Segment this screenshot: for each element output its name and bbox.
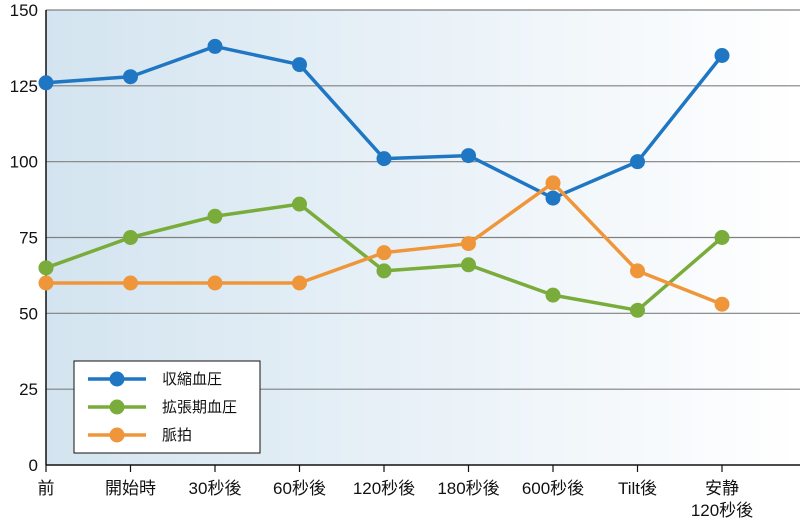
data-point [545,190,561,206]
x-tick-labels: 前 開始時 30秒後 60秒後 120秒後 180秒後 600秒後 Tilt後 安静 120秒後 [38,479,754,520]
y-tick-label: 25 [19,380,38,399]
x-tick-label: Tilt後 [618,479,657,498]
data-point [461,257,476,273]
data-point [292,57,307,73]
x-tick-label: 180秒後 [437,479,499,498]
data-point [630,263,645,279]
data-point [292,196,307,212]
data-point [376,151,392,167]
x-tick-label: 前 [38,479,55,498]
legend-label: 収縮血圧 [162,371,222,388]
x-tick-label: 600秒後 [522,479,584,498]
x-tick-label: 安静 120秒後 [691,479,753,520]
data-point [714,296,730,312]
data-point [292,275,307,291]
data-point [630,302,645,318]
data-point [376,245,392,261]
data-point [545,175,561,191]
legend-label: 脈拍 [162,427,192,444]
x-tick-label: 60秒後 [273,479,326,498]
y-tick-label: 0 [29,456,38,475]
y-tick-label: 150 [10,1,38,20]
data-point [376,263,392,279]
x-tick-label: 開始時 [105,479,156,498]
data-point [38,260,54,276]
data-point [207,275,223,291]
legend-swatch-marker [109,371,125,387]
series-group [38,38,730,318]
data-point [545,287,561,303]
y-tick-label: 50 [19,304,38,323]
x-tick-label: 30秒後 [189,479,242,498]
data-point [123,69,138,85]
data-point [714,48,730,63]
data-point [714,230,730,245]
data-point [38,75,54,91]
y-tick-label: 100 [10,153,38,172]
data-point [207,208,223,224]
data-point [38,275,54,291]
y-tick-label: 75 [19,229,38,248]
legend-swatch-marker [109,427,125,443]
data-point [461,148,476,164]
data-point [207,38,223,54]
y-tick-labels: 0 25 50 75 100 125 150 [10,1,38,475]
y-tick-label: 125 [10,77,38,96]
legend-swatch-marker [109,399,125,415]
x-tick-label: 120秒後 [353,479,415,498]
legend-label: 拡張期血圧 [162,399,237,416]
data-point [630,154,645,170]
data-point [123,275,138,291]
data-point [461,236,476,252]
data-point [123,230,138,245]
